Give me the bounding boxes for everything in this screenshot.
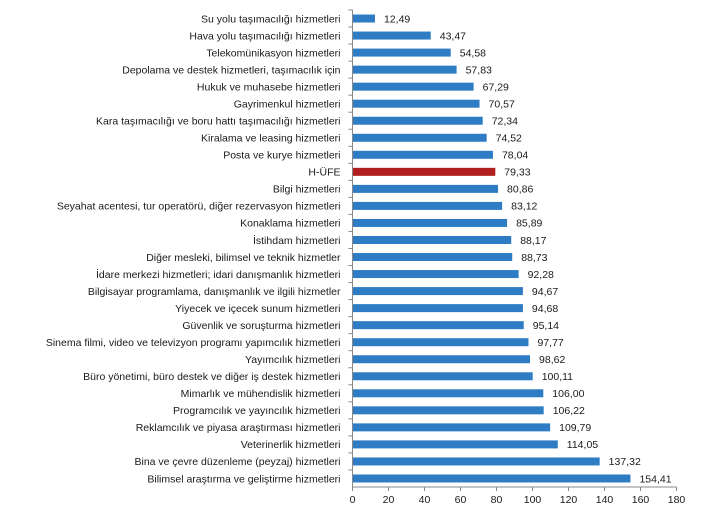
- bar: [352, 406, 544, 415]
- category-label: Su yolu taşımacılığı hizmetleri: [201, 13, 340, 25]
- value-label: 12,49: [384, 13, 410, 25]
- x-axis-ticks: 0 20 40 60 80 100 120 140 160 180: [348, 9, 686, 506]
- bars-group: [352, 14, 631, 483]
- value-label: 80,86: [507, 184, 533, 196]
- value-label: 88,17: [520, 235, 546, 247]
- value-label: 74,52: [496, 133, 522, 145]
- bar: [352, 31, 431, 40]
- value-label: 95,14: [533, 320, 559, 332]
- bar: [352, 304, 523, 313]
- category-label: H-ÜFE: [308, 167, 340, 179]
- category-label: Büro yönetimi, büro destek ve diğer iş d…: [83, 371, 340, 383]
- category-label: Seyahat acentesi, tur operatörü, diğer r…: [57, 201, 341, 213]
- value-label: 54,58: [460, 47, 486, 59]
- value-label: 114,05: [567, 439, 598, 451]
- x-tick-label: 180: [668, 494, 686, 506]
- category-label: İstihdam hizmetleri: [253, 234, 341, 247]
- category-label: İdare merkezi hizmetleri; idari danışman…: [96, 268, 341, 281]
- value-label: 67,29: [483, 81, 509, 93]
- category-label: Kara taşımacılığı ve boru hattı taşımacı…: [96, 116, 341, 128]
- bar: [352, 321, 524, 330]
- bar: [352, 48, 451, 57]
- value-label: 154,41: [639, 473, 671, 485]
- category-labels: Su yolu taşımacılığı hizmetleri Hava yolu…: [46, 13, 341, 485]
- category-label: Bilimsel araştırma ve geliştirme hizmetl…: [147, 473, 340, 485]
- value-label: 72,34: [492, 116, 518, 128]
- value-label: 98,62: [539, 354, 565, 366]
- bar: [352, 474, 631, 483]
- value-label: 109,79: [559, 422, 591, 434]
- value-label: 94,67: [532, 286, 558, 298]
- value-label: 100,11: [542, 371, 573, 383]
- bar: [352, 423, 551, 432]
- value-label: 70,57: [489, 98, 515, 110]
- value-label: 57,83: [466, 64, 492, 76]
- category-label: Posta ve kurye hizmetleri: [223, 150, 340, 162]
- x-tick-label: 40: [419, 494, 431, 506]
- x-tick-label: 0: [350, 494, 356, 506]
- value-label: 137,32: [609, 456, 641, 468]
- value-label: 78,04: [502, 150, 528, 162]
- bar: [352, 235, 512, 244]
- value-label: 106,22: [553, 405, 585, 417]
- value-label: 85,89: [516, 218, 542, 230]
- bar: [352, 99, 480, 108]
- value-label: 92,28: [528, 269, 554, 281]
- bar: [352, 287, 523, 296]
- bar: [352, 440, 558, 449]
- value-label: 97,77: [537, 337, 563, 349]
- bar-highlight: [352, 167, 496, 176]
- category-label: Kiralama ve leasing hizmetleri: [201, 133, 340, 145]
- bar: [352, 82, 474, 91]
- bar: [352, 355, 531, 364]
- bar: [352, 184, 499, 193]
- bar: [352, 253, 513, 262]
- category-label: Diğer mesleki, bilimsel ve teknik hizmet…: [146, 252, 341, 264]
- bar: [352, 65, 457, 74]
- x-tick-label: 140: [596, 494, 614, 506]
- category-label: Gayrimenkul hizmetleri: [234, 98, 341, 110]
- category-label: Hava yolu taşımacılığı hizmetleri: [189, 30, 340, 42]
- category-label: Hukuk ve muhasebe hizmetleri: [197, 81, 341, 93]
- category-label: Programcılık ve yayıncılık hizmetleri: [173, 405, 340, 417]
- bar: [352, 116, 483, 125]
- value-label: 106,00: [552, 388, 584, 400]
- x-tick-label: 120: [560, 494, 578, 506]
- bar: [352, 270, 519, 279]
- bar: [352, 338, 529, 347]
- value-labels: 12,49 43,47 54,58 57,83 67,29 70,57 72,34 74,52…: [384, 13, 672, 485]
- category-label: Telekomünikasyon hizmetleri: [206, 47, 340, 59]
- category-label: Konaklama hizmetleri: [240, 218, 340, 230]
- x-tick-label: 100: [524, 494, 542, 506]
- x-tick-label: 80: [491, 494, 503, 506]
- bar: [352, 201, 503, 210]
- category-label: Depolama ve destek hizmetleri, taşımacıl…: [122, 64, 340, 76]
- category-label: Güvenlik ve soruşturma hizmetleri: [182, 320, 340, 332]
- category-label: Reklamcılık ve piyasa araştırması hizmet…: [136, 422, 341, 434]
- value-label: 83,12: [511, 201, 537, 213]
- bar: [352, 218, 508, 227]
- category-label: Sinema filmi, video ve televizyon progra…: [46, 337, 341, 349]
- category-label: Bilgisayar programlama, danışmanlık ve i…: [88, 286, 341, 298]
- category-label: Yiyecek ve içecek sunum hizmetleri: [175, 303, 340, 315]
- x-tick-label: 20: [383, 494, 395, 506]
- bar: [352, 133, 487, 142]
- bar: [352, 14, 375, 23]
- value-label: 94,68: [532, 303, 558, 315]
- bar: [352, 372, 533, 381]
- value-label: 88,73: [521, 252, 547, 264]
- category-label: Bina ve çevre düzenleme (peyzaj) hizmetl…: [134, 456, 340, 468]
- category-label: Bilgi hizmetleri: [273, 184, 341, 196]
- category-label: Veterinerlik hizmetleri: [241, 439, 341, 451]
- bar: [352, 389, 544, 398]
- category-label: Mimarlık ve mühendislik hizmetleri: [181, 388, 341, 400]
- value-label: 43,47: [440, 30, 466, 42]
- bar: [352, 150, 493, 159]
- bar: [352, 457, 600, 466]
- x-tick-label: 60: [455, 494, 467, 506]
- category-label: Yayımcılık hizmetleri: [245, 354, 341, 366]
- value-label: 79,33: [504, 167, 530, 179]
- x-tick-label: 160: [632, 494, 650, 506]
